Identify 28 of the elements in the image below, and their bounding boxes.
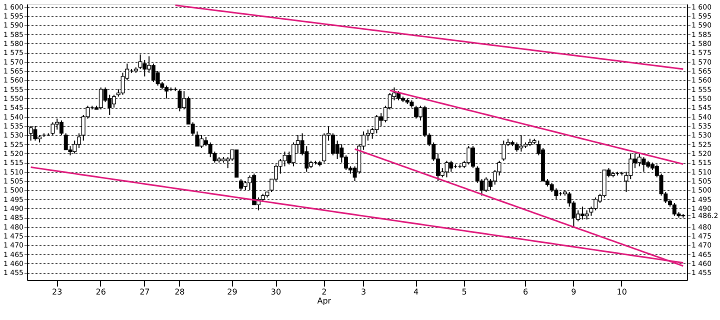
candlestick [466,146,471,165]
x-tick-label: 4 [414,288,419,296]
x-tick-label: 5 [462,288,467,296]
x-tick-label: 27 [140,288,150,296]
candlestick [59,120,64,136]
candlestick [282,151,287,167]
candlestick [642,156,646,172]
x-tick-label: 3 [361,288,366,296]
x-tick-label: 2 Apr [317,288,332,306]
candlestick [502,140,506,162]
x-tick-label: 29 [227,288,238,296]
candlestick [33,125,38,142]
x-tick-label: 23 [52,288,62,296]
x-tick-label: 9 [571,288,576,296]
x-tick-label: 26 [96,288,106,296]
candlestick [584,210,589,220]
candlestick [178,88,182,112]
candlestick [50,122,55,136]
x-tick-label: 10 [616,288,627,296]
x-tick-label: 30 [270,288,282,296]
candlestick [414,105,418,120]
line-series [174,4,684,70]
candlestick [484,176,488,192]
line-series [389,90,684,165]
x-tick-label: 6 [523,288,528,296]
candlestick [519,134,524,152]
candlestick [449,160,454,172]
x-tick-label: 28 [174,288,185,296]
